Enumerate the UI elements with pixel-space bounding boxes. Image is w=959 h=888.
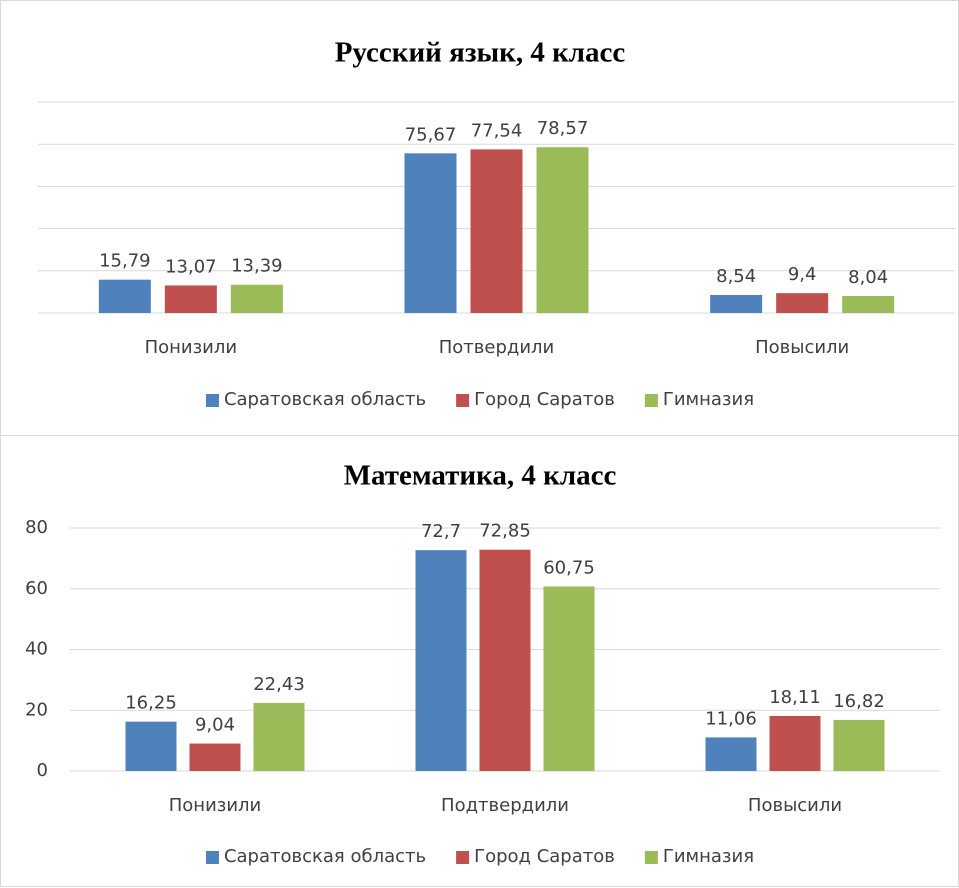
data-label: 13,07 [165,256,217,277]
bar [543,586,595,771]
chart-title: Математика, 4 класс [344,460,617,492]
legend-marker [644,394,658,407]
bar [189,743,241,771]
legend-label: Саратовская область [224,389,426,410]
bar [253,702,305,771]
y-tick-label: 40 [25,639,48,660]
data-label: 9,04 [195,715,235,736]
data-label: 15,79 [99,251,151,272]
bar [705,737,757,771]
bar [404,153,457,313]
legend-label: Гимназия [663,389,754,410]
chart-title: Русский язык, 4 класс [335,37,626,69]
y-tick-label: 20 [25,699,48,720]
bar [842,296,895,313]
data-label: 11,06 [705,708,757,729]
bar [710,294,763,313]
data-label: 9,4 [788,264,817,285]
data-label: 16,82 [833,691,885,712]
data-label: 8,04 [848,267,888,288]
legend-label: Город Саратов [474,389,615,410]
data-label: 22,43 [253,674,305,695]
bar [98,279,151,313]
legend-label: Гимназия [663,846,754,867]
y-tick-label: 60 [25,578,48,599]
bar [415,550,467,771]
bar [125,721,177,771]
x-tick-label: Потвердили [439,337,555,358]
legend-label: Город Саратов [474,846,615,867]
legend-marker [456,851,470,864]
legend-label: Саратовская область [224,846,426,867]
y-tick-label: 0 [37,760,48,781]
bar [479,549,531,771]
x-tick-label: Повысили [755,337,849,358]
data-label: 18,11 [769,687,821,708]
x-tick-label: Понизили [169,795,262,816]
bar [833,719,885,771]
x-tick-label: Подтвердили [441,795,569,816]
data-label: 72,7 [421,521,461,542]
legend-marker [205,851,219,864]
y-tick-label: 80 [25,517,48,538]
x-tick-label: Понизили [145,337,238,358]
bar [470,149,523,313]
data-label: 77,54 [471,120,523,141]
legend-marker [644,851,658,864]
data-label: 75,67 [405,124,457,145]
legend-marker [456,394,470,407]
bar [776,293,829,313]
data-label: 8,54 [716,266,756,287]
bar [769,715,821,771]
data-label: 13,39 [231,256,283,277]
data-label: 78,57 [537,118,589,139]
bar [230,284,283,313]
data-label: 60,75 [543,557,595,578]
data-label: 16,25 [125,693,177,714]
x-tick-label: Повысили [748,795,842,816]
bar [536,147,589,313]
data-label: 72,85 [479,521,531,542]
legend-marker [205,394,219,407]
bar [164,285,217,313]
